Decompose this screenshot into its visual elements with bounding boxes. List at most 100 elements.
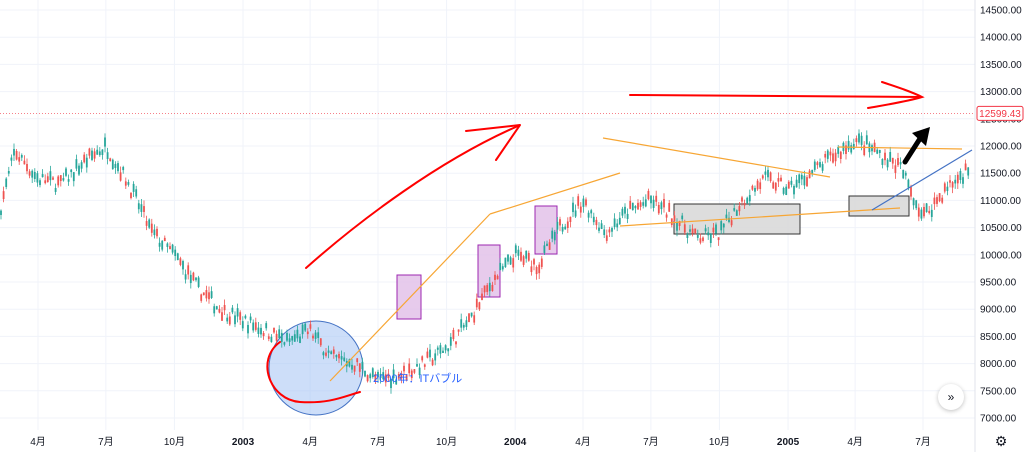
candle-body [296,329,299,339]
candle-body [163,237,166,242]
candle-body [639,202,642,207]
candle-body [780,177,782,182]
scroll-to-realtime-button[interactable]: » [938,384,964,410]
candle-body [361,361,364,370]
candle-body [148,219,151,228]
grid [0,0,976,452]
candle-body [847,140,850,150]
candle-body [169,246,171,250]
candle-body [470,312,473,317]
candle-body [379,373,382,378]
range-box-purple [534,205,558,255]
x-axis: 4月 7月 10月 2003 4月 7月 10月 2004 4月 7月 10月 2005 4月 7月 [30,436,931,448]
annotation-it-bubble: 2000年：ITバブル [373,371,462,385]
x-tick-label: 2003 [232,437,255,448]
candle-body [728,217,730,222]
candle-body [49,171,52,181]
candle-body [197,277,200,287]
candle-body [132,183,135,192]
candle-body [301,324,304,335]
candle-body [72,172,75,182]
candle-body [312,335,314,339]
y-tick-label: 14000.00 [980,33,1022,44]
hand-circle-stroke [266,341,361,404]
candle-body [574,210,577,217]
candle-body [387,373,390,379]
candle-body [782,187,785,194]
candle-body [455,341,457,345]
candle-body [491,284,494,291]
candle-body [538,264,541,274]
candle-body [213,306,216,314]
range-box-purple [396,274,422,320]
candle-body [65,168,67,176]
candle-body [956,174,959,184]
last-price-label: 12599.43 [979,109,1021,120]
chart-settings-button[interactable]: ⚙ [992,432,1010,450]
candle-body [910,187,912,197]
candle-body [452,329,455,340]
candle-body [46,176,49,182]
candle-body [855,138,858,143]
hand-arrow-right-head [867,81,925,109]
candle-body [223,304,226,311]
candle-body [741,197,743,202]
candle-body [364,370,366,377]
candle-body [871,145,873,152]
candle-body [702,237,704,241]
candle-body [850,145,853,153]
candle-body [0,210,2,215]
candle-body [247,324,249,334]
candle-body [556,221,559,230]
candle-body [348,359,351,367]
candle-body [590,210,593,214]
candle-body [462,324,465,328]
candle-body [109,158,112,162]
candle-body [429,349,431,358]
candle-body [257,327,260,334]
candle-body [18,157,21,162]
trendline [329,213,491,382]
candle-body [769,172,772,182]
candle-body [959,171,962,180]
candle-body [839,151,842,159]
candle-body [642,202,645,206]
candle-body [371,368,374,377]
candle-body [691,228,694,234]
candle-body [657,204,660,214]
candle-body [512,258,515,268]
candle-body [403,365,405,372]
candle-body [829,151,832,156]
candle-body [915,200,918,209]
candle-body [891,157,894,164]
candle-body [184,274,187,280]
candle-body [587,212,590,218]
candle-body [332,349,335,354]
candle-body [439,345,442,354]
candle-body [686,234,689,238]
candle-body [694,228,697,234]
candle-body [62,178,65,181]
candle-body [743,202,746,206]
candle-body [595,219,598,226]
candle-body [85,157,88,168]
candle-body [540,258,543,267]
candle-body [200,294,203,301]
support-line [871,149,973,211]
candle-body [941,197,944,203]
candle-body [655,195,658,202]
y-tick-label: 8000.00 [980,359,1017,370]
candle-body [210,291,213,298]
x-tick-label: 7月 [643,436,659,448]
candle-body [408,363,411,374]
candle-body [577,196,580,206]
candle-body [10,157,13,161]
candle-body [26,163,28,172]
overlay-shapes [268,195,910,416]
candle-body [343,357,346,361]
candle-body [543,245,546,253]
candle-body [777,178,780,182]
candle-body [236,308,239,317]
